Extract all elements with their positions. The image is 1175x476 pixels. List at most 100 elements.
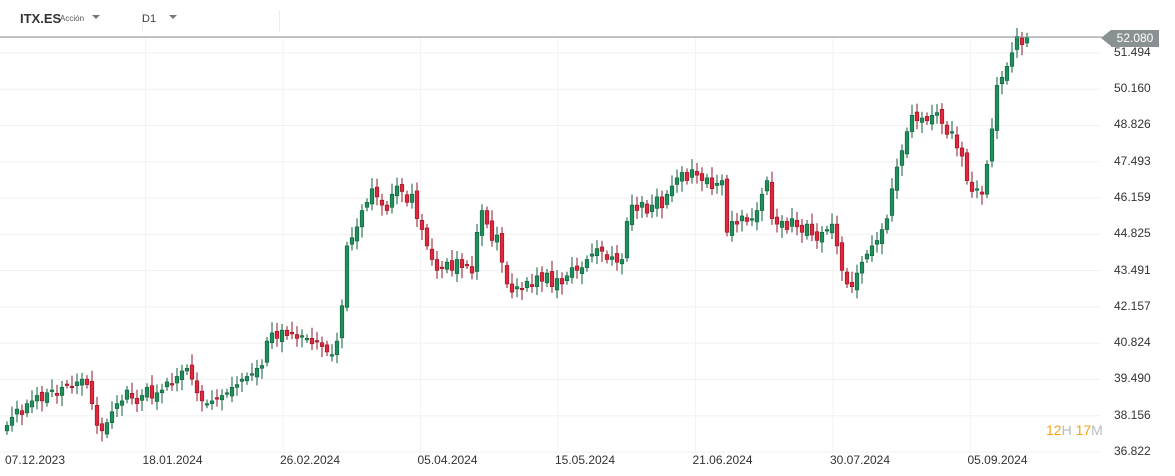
candle-down [794,220,800,228]
timeframe-selector[interactable]: D1 [142,13,157,25]
candle-up [9,416,15,426]
candle-down [539,272,545,282]
candle-up [949,131,955,134]
candle-up [619,259,625,265]
candle-down [709,177,715,190]
candle-down [399,184,405,192]
candle-up [44,392,50,403]
candle-down [89,381,95,404]
candle-up [159,389,165,394]
candle-up [899,150,905,166]
instrument-type: Acción [60,14,85,23]
candle-down [964,152,970,181]
candle-down [194,380,200,394]
date-tick-label: 05.09.2024 [967,453,1028,467]
candle-down [734,221,740,225]
date-tick-label: 26.02.2024 [279,453,341,467]
candle-down [419,220,425,230]
candle-down [169,383,175,386]
candle-up [334,340,340,355]
candle-down [99,423,105,432]
candle-down [149,385,155,399]
candle-down [724,178,730,233]
candle-up [859,261,865,274]
candle-down [769,181,775,219]
candle-up [209,400,215,404]
candle-up [929,115,935,125]
candle-up [524,280,530,289]
candle-up [674,177,680,185]
countdown-minutes: 17 [1075,422,1092,438]
candle-down [844,271,850,285]
candle-up [144,387,150,398]
candle-down [809,223,815,236]
candle-down [699,173,705,181]
candle-down [214,397,220,400]
candle-down [459,259,465,268]
date-tick-label: 15.05.2024 [554,453,616,467]
price-tick-label: 39.490 [1114,371,1151,386]
candle-down [574,265,580,271]
candle-up [339,305,345,339]
candle-down [309,338,315,345]
candle-down [599,246,605,252]
candle-up [14,408,20,415]
candle-up [874,240,880,245]
candle-up [29,400,35,408]
candle-up [204,403,210,406]
candle-up [819,231,825,243]
candle-up [494,234,500,243]
price-tick-label: 42.157 [1114,298,1151,313]
candle-up [239,378,245,382]
candle-up [804,223,810,236]
candle-down [434,259,440,271]
symbol-selector[interactable]: ITX.ES [20,11,62,26]
candle-down [319,342,325,347]
candle-up [254,367,260,378]
candle-up [364,202,370,208]
candle-down [604,254,610,260]
candle-up [854,272,860,291]
candle-up [49,389,55,392]
candle-down [374,186,380,198]
candle-up [354,226,360,242]
candle-down [784,221,790,230]
timeframe-chevron-down-icon[interactable] [169,15,177,19]
candle-up [224,392,230,395]
toolbar: ITX.ES Acción D1 [0,0,1175,37]
candle-down [84,378,90,385]
candle-down [954,134,960,149]
candle-up [594,248,600,256]
candle-up [349,237,355,245]
candle-up [704,177,710,185]
candle-down [284,329,290,336]
candle-down [69,385,75,389]
candle-up [894,166,900,191]
candle-down [499,233,505,263]
candle-down [744,217,750,222]
candle-up [79,378,85,386]
price-tick-label: 48.826 [1114,117,1151,132]
candle-up [729,221,735,236]
candle-up [409,193,415,203]
candle-up [624,221,630,259]
candle-up [154,392,160,402]
candle-up [259,365,265,369]
candle-down [634,204,640,211]
symbol-chevron-down-icon[interactable] [92,15,100,19]
candle-up [59,387,65,396]
candle-up [824,229,830,232]
candle-down [644,203,650,214]
candle-up [789,218,795,227]
candle-down [414,190,420,219]
candle-down [404,194,410,203]
candle-down [849,282,855,287]
candle-down [19,410,25,415]
price-tick-label: 50.160 [1114,81,1151,96]
candle-down [94,404,100,426]
candle-up [454,259,460,274]
candle-down [199,390,205,402]
candle-up [179,370,185,381]
candle-down [134,397,140,404]
